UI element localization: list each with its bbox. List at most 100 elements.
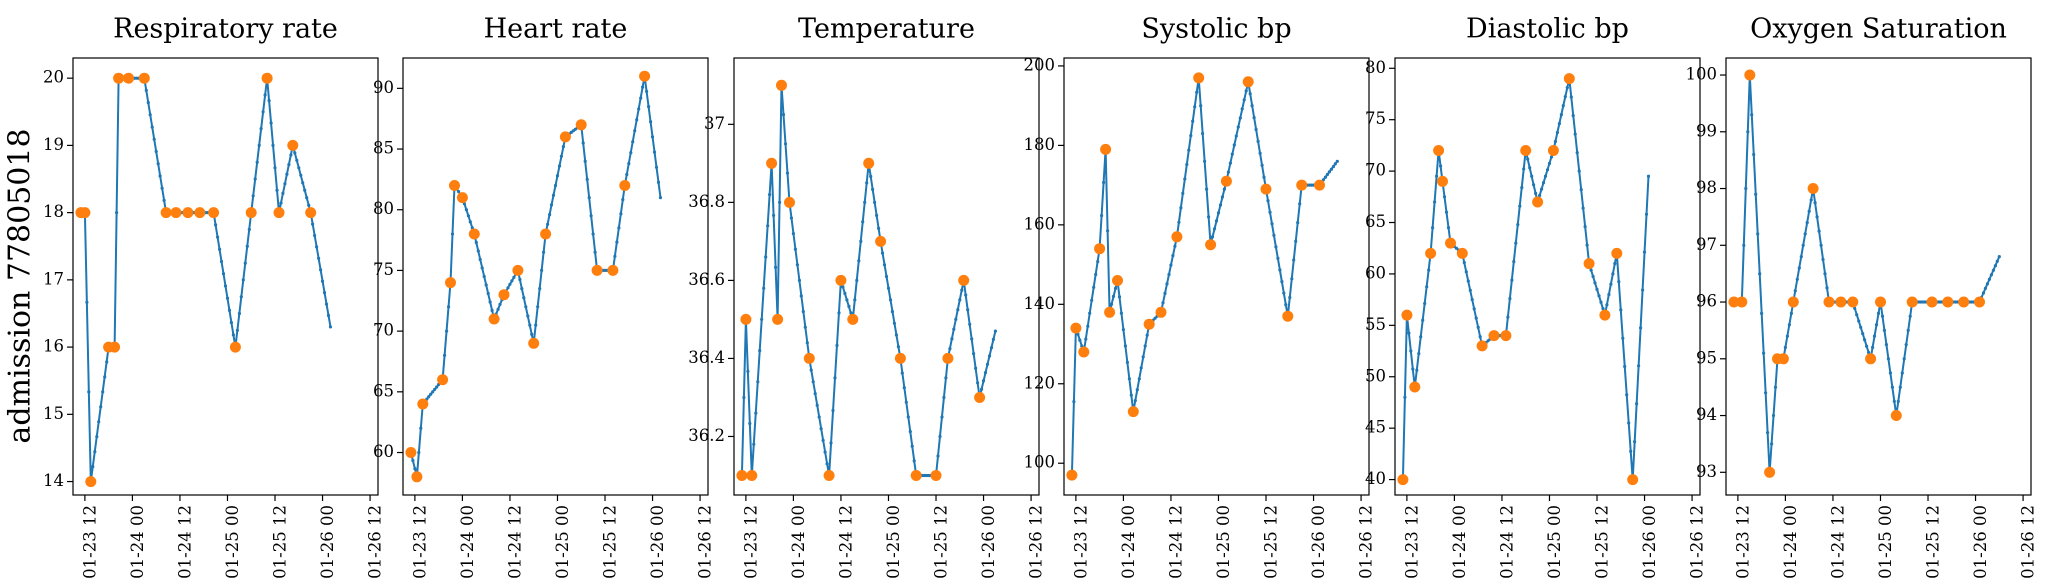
interpolated-point xyxy=(936,454,940,458)
interpolated-point xyxy=(627,162,631,166)
interpolated-point xyxy=(1421,318,1425,322)
interpolated-point xyxy=(1232,143,1236,147)
interpolated-point xyxy=(980,387,984,391)
interpolated-point xyxy=(823,450,827,454)
observed-point xyxy=(1835,296,1847,308)
observed-point xyxy=(1942,296,1954,308)
observed-point xyxy=(528,337,540,349)
interpolated-point xyxy=(871,187,875,191)
interpolated-point xyxy=(1646,174,1651,178)
interpolated-point xyxy=(498,302,502,306)
interpolated-point xyxy=(1234,134,1238,138)
observed-point xyxy=(736,470,748,481)
observed-point xyxy=(1205,239,1217,251)
interpolated-point xyxy=(1415,368,1419,372)
interpolated-point xyxy=(1431,226,1435,230)
interpolated-point xyxy=(758,349,762,353)
interpolated-point xyxy=(287,163,291,167)
x-tick-label: 01-26 00 xyxy=(1309,505,1328,579)
interpolated-point xyxy=(647,105,651,109)
interpolated-point xyxy=(1203,159,1207,163)
interpolated-point xyxy=(326,313,331,318)
x-tick-label: 01-26 12 xyxy=(1688,505,1707,579)
interpolated-point xyxy=(1746,130,1750,134)
interpolated-point xyxy=(1478,335,1482,339)
y-tick-label: 20 xyxy=(43,68,64,87)
interpolated-point xyxy=(144,88,148,92)
interpolated-point xyxy=(845,298,849,302)
interpolated-point xyxy=(1876,311,1881,315)
interpolated-point xyxy=(831,408,835,413)
interpolated-point xyxy=(1226,170,1230,174)
interpolated-point xyxy=(1254,127,1258,132)
y-tick-label: 18 xyxy=(43,202,64,221)
interpolated-point xyxy=(520,287,524,291)
interpolated-point xyxy=(148,113,152,117)
interpolated-point xyxy=(261,110,265,114)
chart-title: Systolic bp xyxy=(1141,14,1291,45)
series-line xyxy=(740,85,997,477)
observed-point xyxy=(488,313,500,325)
interpolated-point xyxy=(1325,172,1329,177)
interpolated-point xyxy=(1333,162,1337,166)
interpolated-point xyxy=(1644,212,1649,216)
interpolated-point xyxy=(1549,155,1554,159)
observed-point xyxy=(194,207,206,219)
observed-point xyxy=(776,79,787,91)
interpolated-point xyxy=(322,291,327,295)
interpolated-point xyxy=(1900,371,1904,375)
y-tick-label: 180 xyxy=(1024,135,1056,154)
y-tick-label: 99 xyxy=(1696,121,1717,140)
interpolated-point xyxy=(1191,119,1195,123)
observed-point xyxy=(942,352,954,364)
interpolated-point xyxy=(625,172,629,177)
interpolated-point xyxy=(1571,114,1575,118)
interpolated-point xyxy=(1236,125,1240,129)
observed-point xyxy=(437,374,449,386)
interpolated-point xyxy=(1205,187,1209,191)
interpolated-point xyxy=(873,200,877,204)
interpolated-point xyxy=(1284,303,1288,307)
y-tick-label: 16 xyxy=(43,337,64,356)
observed-point xyxy=(1807,183,1819,194)
x-tick-label: 01-24 00 xyxy=(458,505,477,579)
interpolated-point xyxy=(542,250,546,254)
interpolated-point xyxy=(245,244,249,248)
x-tick-label: 01-25 12 xyxy=(1924,505,1943,579)
interpolated-point xyxy=(863,200,867,204)
x-tick-label: 01-23 12 xyxy=(741,505,760,579)
interpolated-point xyxy=(1171,254,1175,258)
interpolated-point xyxy=(1744,186,1748,191)
interpolated-point xyxy=(482,274,486,279)
interpolated-point xyxy=(645,89,649,93)
interpolated-point xyxy=(1195,90,1199,94)
interpolated-point xyxy=(1609,282,1613,286)
interpolated-point xyxy=(1813,201,1817,205)
interpolated-point xyxy=(146,101,150,105)
interpolated-point xyxy=(1464,270,1468,274)
interpolated-point xyxy=(811,380,815,384)
x-tick-label: 01-25 00 xyxy=(1214,505,1233,579)
observed-point xyxy=(639,70,651,82)
interpolated-point xyxy=(1442,195,1447,199)
interpolated-point xyxy=(1092,285,1096,289)
interpolated-point xyxy=(299,173,303,177)
interpolated-point xyxy=(417,450,421,455)
interpolated-point xyxy=(1754,192,1758,196)
observed-point xyxy=(1143,318,1155,330)
observed-point xyxy=(273,207,285,219)
interpolated-point xyxy=(1617,280,1621,284)
interpolated-point xyxy=(1183,177,1187,181)
observed-point xyxy=(1532,196,1544,208)
x-tick-label: 01-26 00 xyxy=(1640,505,1659,579)
interpolated-point xyxy=(510,279,514,283)
interpolated-point xyxy=(912,459,916,463)
interpolated-point xyxy=(877,226,881,230)
interpolated-point xyxy=(1169,263,1173,267)
interpolated-point xyxy=(1086,324,1090,328)
x-tick-label: 01-26 00 xyxy=(318,505,337,579)
y-tick-label: 140 xyxy=(1024,294,1056,313)
interpolated-point xyxy=(1222,187,1226,191)
observed-point xyxy=(123,72,134,84)
